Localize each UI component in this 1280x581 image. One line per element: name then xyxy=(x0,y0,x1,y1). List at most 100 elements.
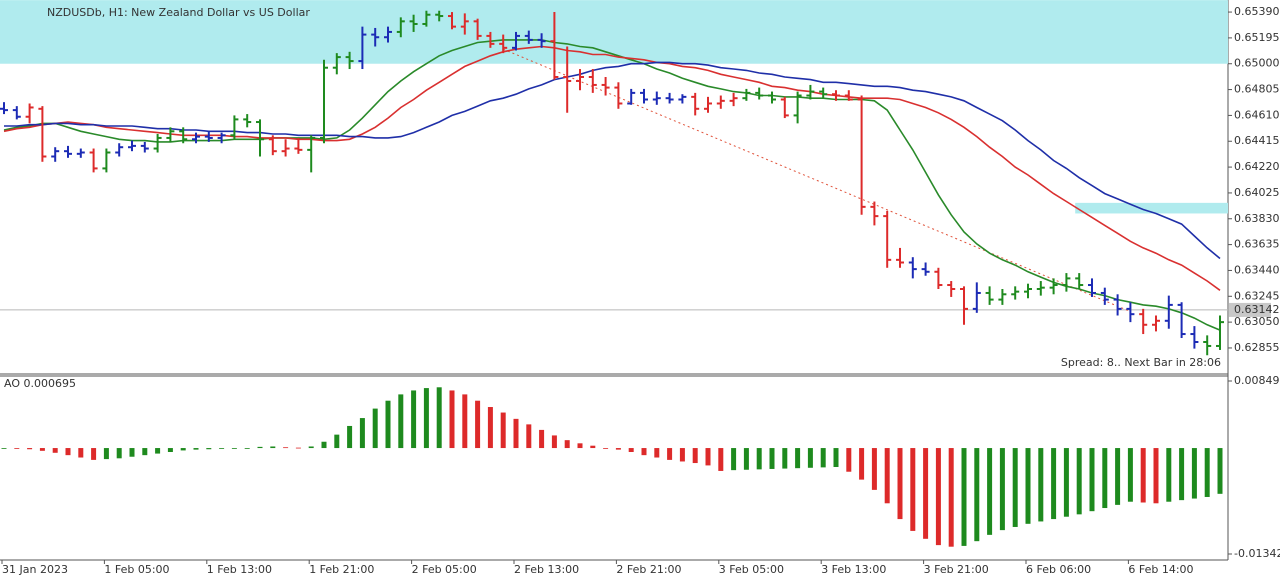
current-price-box xyxy=(1229,302,1271,317)
ao-bar xyxy=(500,412,506,449)
ao-bar xyxy=(731,448,737,471)
ao-bar xyxy=(961,448,967,546)
ao-bar xyxy=(1089,448,1095,512)
ao-bar xyxy=(372,408,378,449)
indicator-title: AO 0.000695 xyxy=(4,377,76,390)
ao-bar xyxy=(449,390,455,449)
x-tick-label: 2 Feb 05:00 xyxy=(412,563,477,576)
y-tick-label: 0.64610 xyxy=(1234,108,1280,121)
ao-bar xyxy=(347,425,353,449)
ao-bar xyxy=(14,448,20,449)
ao-bar xyxy=(39,448,45,451)
ao-bar xyxy=(910,448,916,531)
x-tick-label: 31 Jan 2023 xyxy=(2,563,68,576)
ao-bar xyxy=(52,448,58,453)
ao-bar xyxy=(231,448,237,449)
chart-title: NZDUSDb, H1: New Zealand Dollar vs US Do… xyxy=(47,6,310,19)
ao-bar xyxy=(1025,448,1031,524)
ao-bar xyxy=(833,448,839,467)
ao-bar xyxy=(820,448,826,468)
ao-bar xyxy=(1076,448,1082,515)
ao-bar xyxy=(193,448,199,450)
ao-bar xyxy=(1179,448,1185,501)
ao-bar xyxy=(398,394,404,449)
x-tick-label: 3 Feb 13:00 xyxy=(821,563,886,576)
ao-bar xyxy=(411,390,417,449)
ao-bar xyxy=(935,448,941,546)
y-tick-label: 0.63245 xyxy=(1234,289,1280,302)
y-tick-label: 0.65000 xyxy=(1234,57,1280,70)
zone xyxy=(1075,202,1228,214)
ao-bar xyxy=(513,418,519,449)
ao-bar xyxy=(91,448,97,460)
ao-bar xyxy=(1153,448,1159,504)
ao-bar xyxy=(743,448,749,470)
ao-bar xyxy=(1102,448,1108,509)
ao-bar xyxy=(1063,448,1069,517)
y-tick-label: 0.65390 xyxy=(1234,5,1280,18)
trendline xyxy=(503,48,1131,312)
x-tick-label: 2 Feb 21:00 xyxy=(616,563,681,576)
moving-average xyxy=(3,45,1221,291)
ao-bar xyxy=(1115,448,1121,505)
ao-bar xyxy=(654,448,660,458)
ao-bar xyxy=(615,448,621,450)
ao-bar xyxy=(846,448,852,472)
zone xyxy=(0,0,1228,64)
y-tick-label: 0.64415 xyxy=(1234,134,1280,147)
ao-bar xyxy=(667,448,673,460)
y-tick-label: 0.008497 xyxy=(1234,374,1280,387)
ao-bar xyxy=(769,448,775,469)
ao-bar xyxy=(705,448,711,466)
ao-bar xyxy=(1204,448,1210,497)
ao-bar xyxy=(590,445,596,449)
moving-average xyxy=(4,61,1221,260)
ao-bar xyxy=(628,448,634,452)
ao-bar xyxy=(577,443,583,449)
ao-bar xyxy=(65,448,71,456)
status-text: Spread: 8.. Next Bar in 28:06 xyxy=(1061,356,1221,369)
ao-bar xyxy=(795,448,801,469)
ao-bar xyxy=(283,447,289,449)
ao-bar xyxy=(539,429,545,449)
ao-bar xyxy=(142,448,148,456)
ao-bar xyxy=(103,448,109,460)
ao-bar xyxy=(987,448,993,535)
y-tick-label: 0.65195 xyxy=(1234,31,1280,44)
ao-bar xyxy=(782,448,788,469)
ao-bar xyxy=(475,400,481,449)
ao-bar xyxy=(859,448,865,480)
ao-bar xyxy=(948,448,954,547)
x-tick-label: 3 Feb 05:00 xyxy=(719,563,784,576)
ao-bar xyxy=(1038,448,1044,522)
ao-bar xyxy=(167,448,173,452)
ao-bar xyxy=(807,448,813,468)
ao-bar xyxy=(308,446,314,449)
ao-bar xyxy=(487,407,493,449)
ao-bar xyxy=(692,448,698,464)
ao-bar xyxy=(923,448,929,539)
ao-bar xyxy=(871,448,877,490)
ao-bar xyxy=(321,441,327,449)
ao-bar xyxy=(206,448,212,450)
y-tick-label: -0.013426 xyxy=(1234,547,1280,560)
ao-bar xyxy=(679,448,685,462)
ao-bar xyxy=(78,448,84,458)
y-tick-label: 0.64805 xyxy=(1234,83,1280,96)
ao-bar xyxy=(564,440,570,449)
ao-bar xyxy=(116,448,122,459)
ao-bar xyxy=(1,448,7,449)
ao-bar xyxy=(1127,448,1133,502)
x-tick-label: 1 Feb 21:00 xyxy=(309,563,374,576)
ao-bar xyxy=(974,448,980,542)
ao-bar xyxy=(180,448,186,451)
ao-bar xyxy=(129,448,135,457)
ao-bar xyxy=(27,448,33,450)
y-tick-label: 0.63635 xyxy=(1234,238,1280,251)
ao-bar xyxy=(295,447,301,449)
ao-bar xyxy=(756,448,762,470)
y-tick-label: 0.63440 xyxy=(1234,263,1280,276)
ao-bar xyxy=(1140,448,1146,503)
y-tick-label: 0.64025 xyxy=(1234,186,1280,199)
x-tick-label: 3 Feb 21:00 xyxy=(924,563,989,576)
